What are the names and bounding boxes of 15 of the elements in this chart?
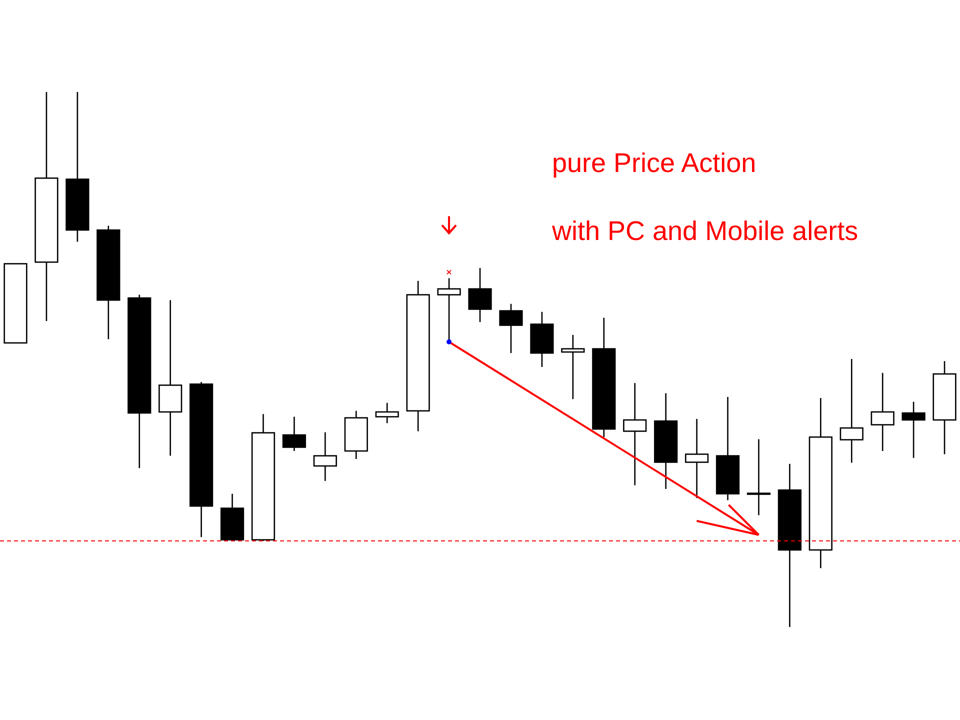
annotation: with PC and Mobile alerts: [552, 216, 858, 247]
candlestick: [902, 401, 926, 459]
candlestick: [840, 358, 864, 464]
candlestick: [746, 438, 771, 516]
candlestick: [684, 418, 709, 499]
candlestick: [437, 278, 461, 342]
candlestick: [499, 303, 523, 354]
annotation: pure Price Action: [552, 148, 756, 179]
candlestick: [282, 416, 306, 452]
candlestick: [468, 267, 492, 323]
candlestick: [623, 382, 647, 486]
candlestick: [313, 432, 337, 482]
candlestick: [870, 372, 894, 452]
candlestick: [375, 402, 399, 424]
candlestick: [561, 334, 585, 400]
